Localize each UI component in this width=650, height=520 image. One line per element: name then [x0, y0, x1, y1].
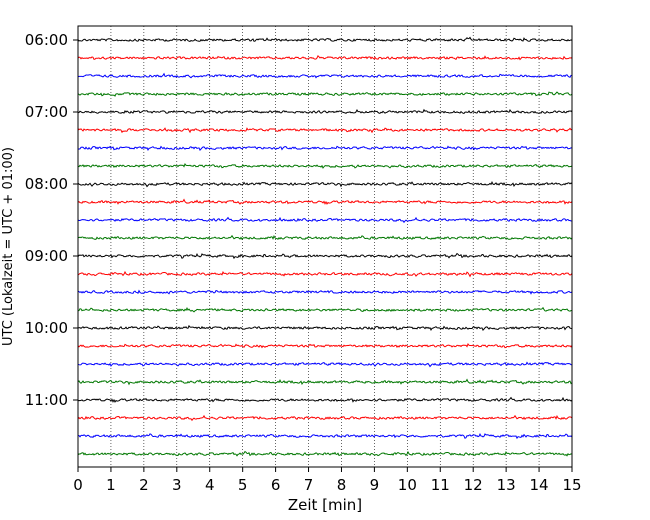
y-tick-label: 11:00 — [25, 391, 68, 409]
y-tick-label: 06:00 — [25, 31, 68, 49]
x-tick-label: 11 — [431, 476, 450, 494]
trace-line — [77, 162, 573, 169]
x-tick-label: 15 — [562, 476, 581, 494]
trace-line — [77, 72, 573, 79]
trace-line — [77, 108, 573, 115]
y-axis-label: UTC (Lokalzeit = UTC + 01:00) — [1, 147, 16, 346]
x-tick-label: 1 — [106, 476, 116, 494]
x-tick-label: 13 — [497, 476, 516, 494]
y-tick-label: 07:00 — [25, 103, 68, 121]
trace-line — [77, 324, 573, 332]
plot-frame — [77, 25, 573, 468]
x-tick-label: 8 — [337, 476, 347, 494]
x-tick-label: 2 — [139, 476, 149, 494]
trace-line — [77, 180, 573, 188]
trace-line — [77, 127, 573, 134]
trace-line — [77, 396, 573, 403]
trace-line — [77, 414, 573, 422]
trace-line — [77, 54, 573, 61]
x-tick-label: 3 — [172, 476, 182, 494]
x-tick-label: 6 — [271, 476, 281, 494]
y-tick-label: 09:00 — [25, 247, 68, 265]
x-axis: 0 1 2 3 4 5 6 7 8 9 10 11 12 13 14 15 — [73, 467, 582, 494]
trace-line — [77, 91, 573, 97]
y-tick-label: 08:00 — [25, 175, 68, 193]
trace-line — [77, 270, 573, 278]
x-tick-label: 0 — [73, 476, 83, 494]
trace-line — [77, 450, 573, 457]
x-axis-label: Zeit [min] — [288, 496, 362, 514]
x-tick-label: 12 — [464, 476, 483, 494]
trace-line — [77, 378, 573, 386]
x-tick-label: 10 — [398, 476, 417, 494]
trace-line — [77, 252, 573, 260]
trace-line — [77, 361, 573, 368]
trace-line — [77, 145, 573, 152]
x-tick-label: 5 — [238, 476, 248, 494]
y-axis: 06:00 07:00 08:00 09:00 10:00 11:00 — [25, 31, 78, 409]
x-tick-label: 9 — [370, 476, 380, 494]
trace-line — [77, 433, 573, 440]
trace-line — [77, 342, 573, 349]
traces — [77, 36, 573, 457]
x-tick-label: 4 — [205, 476, 215, 494]
trace-line — [77, 234, 573, 241]
y-tick-label: 10:00 — [25, 319, 68, 337]
trace-line — [77, 216, 573, 224]
x-tick-label: 7 — [304, 476, 314, 494]
x-tick-label: 14 — [530, 476, 549, 494]
trace-line — [77, 36, 573, 42]
trace-line — [77, 306, 573, 313]
trace-line — [77, 198, 573, 205]
trace-line — [77, 289, 573, 295]
